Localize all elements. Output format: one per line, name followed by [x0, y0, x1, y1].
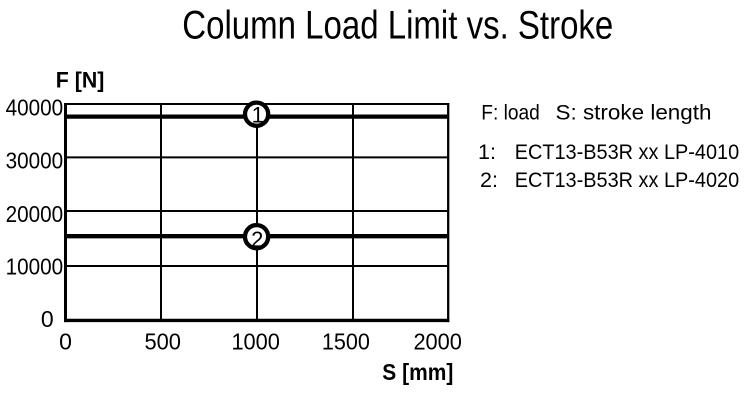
- svg-text:2:: 2:: [480, 168, 498, 192]
- svg-text:500: 500: [144, 328, 181, 354]
- svg-text:F: load: F: load: [481, 100, 540, 124]
- svg-text:20000: 20000: [6, 201, 64, 227]
- svg-text:1000: 1000: [231, 328, 280, 354]
- svg-text:40000: 40000: [6, 95, 64, 121]
- svg-text:0: 0: [59, 328, 72, 354]
- svg-text:S [mm]: S [mm]: [382, 359, 453, 385]
- svg-text:2: 2: [251, 227, 263, 252]
- svg-text:S: stroke length: S: stroke length: [556, 100, 712, 124]
- svg-text:10000: 10000: [6, 254, 64, 280]
- svg-text:1: 1: [252, 103, 264, 128]
- svg-text:1500: 1500: [322, 328, 370, 354]
- svg-text:2000: 2000: [413, 328, 462, 354]
- svg-text:ECT13-B53R xx LP-4010: ECT13-B53R xx LP-4010: [515, 140, 740, 164]
- svg-text:1:: 1:: [478, 140, 496, 164]
- svg-text:ECT13-B53R xx LP-4020: ECT13-B53R xx LP-4020: [515, 168, 740, 192]
- svg-text:30000: 30000: [6, 148, 64, 174]
- svg-text:Column Load Limit vs. Stroke: Column Load Limit vs. Stroke: [182, 4, 613, 48]
- svg-text:0: 0: [41, 306, 54, 332]
- svg-text:F [N]: F [N]: [56, 68, 105, 93]
